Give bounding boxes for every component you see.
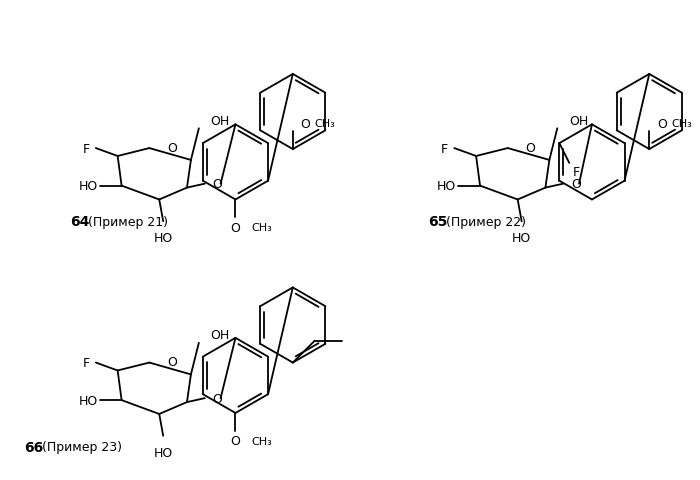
Text: HO: HO xyxy=(512,232,531,245)
Text: CH₃: CH₃ xyxy=(314,119,335,129)
Text: (Пример 22): (Пример 22) xyxy=(442,215,526,228)
Text: CH₃: CH₃ xyxy=(251,223,272,233)
Text: O: O xyxy=(571,178,581,191)
Text: F: F xyxy=(83,356,90,369)
Text: 66: 66 xyxy=(25,440,44,454)
Text: O: O xyxy=(167,355,177,368)
Text: O: O xyxy=(230,221,240,234)
Text: O: O xyxy=(167,141,177,154)
Text: CH₃: CH₃ xyxy=(251,436,272,446)
Text: HO: HO xyxy=(153,232,173,245)
Text: OH: OH xyxy=(211,329,230,342)
Text: (Пример 23): (Пример 23) xyxy=(38,440,122,453)
Text: HO: HO xyxy=(78,394,98,407)
Text: CH₃: CH₃ xyxy=(671,119,692,129)
Text: F: F xyxy=(83,142,90,155)
Text: O: O xyxy=(526,141,536,154)
Text: 64: 64 xyxy=(70,215,90,229)
Text: F: F xyxy=(441,142,449,155)
Text: OH: OH xyxy=(569,115,589,128)
Text: F: F xyxy=(573,166,580,179)
Text: HO: HO xyxy=(437,180,456,193)
Text: O: O xyxy=(657,118,667,131)
Text: 65: 65 xyxy=(428,215,448,229)
Text: (Пример 21): (Пример 21) xyxy=(84,215,168,228)
Text: O: O xyxy=(230,434,240,447)
Text: O: O xyxy=(213,392,223,405)
Text: HO: HO xyxy=(78,180,98,193)
Text: O: O xyxy=(213,178,223,191)
Text: OH: OH xyxy=(211,115,230,128)
Text: HO: HO xyxy=(153,445,173,458)
Text: O: O xyxy=(301,118,311,131)
